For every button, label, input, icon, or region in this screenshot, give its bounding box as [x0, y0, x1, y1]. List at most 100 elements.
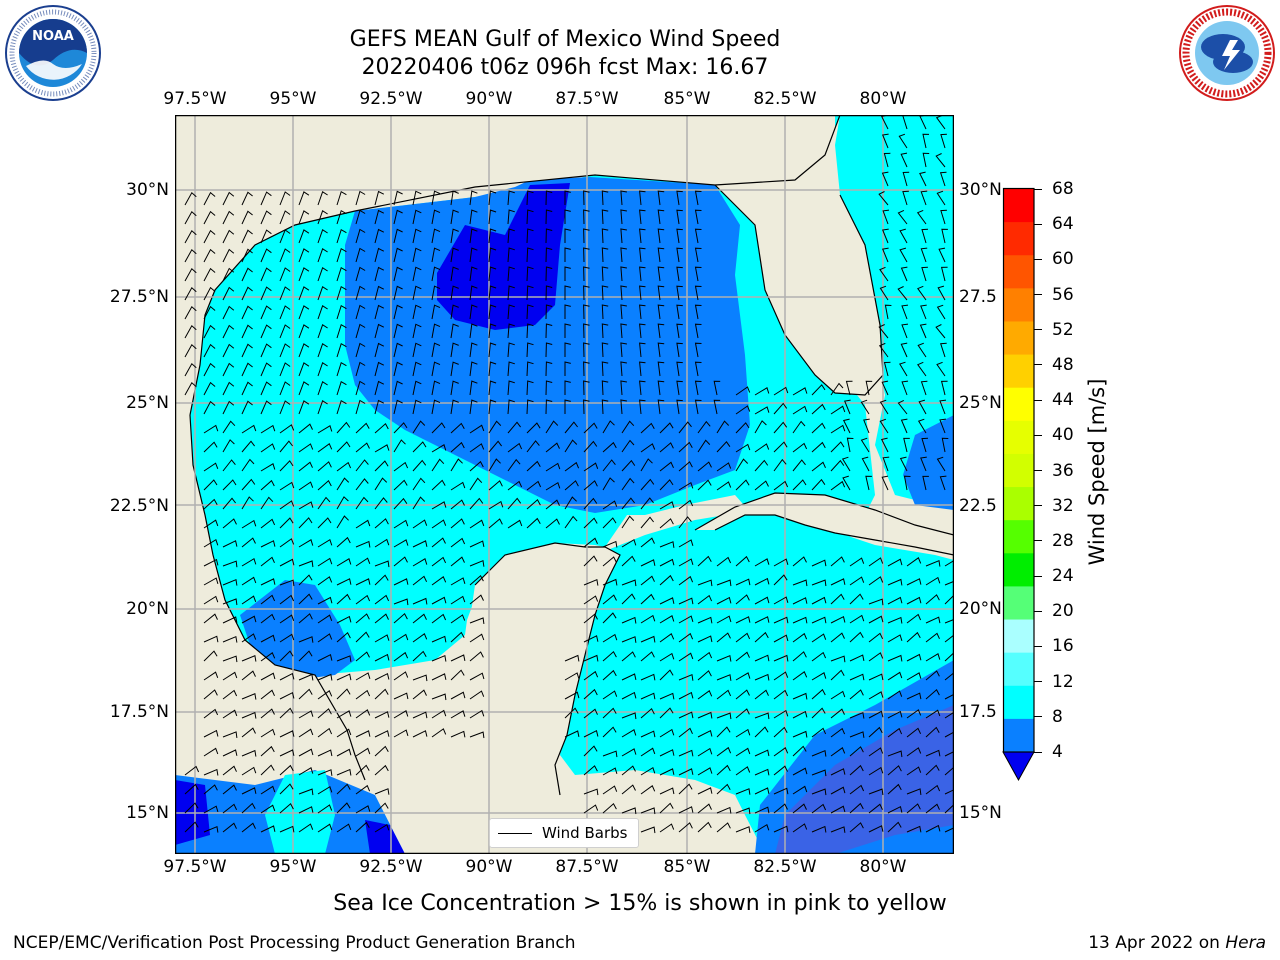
- wind-barb-legend-line: [498, 832, 532, 834]
- wind-barb: [640, 458, 653, 472]
- wind-barb: [583, 304, 590, 320]
- wind-barb: [620, 247, 627, 263]
- colorbar-tick-label: 36: [1052, 460, 1074, 481]
- wind-barb: [298, 673, 314, 681]
- footer-machine: Hera: [1225, 933, 1266, 953]
- wind-barb: [944, 827, 954, 833]
- wind-barb: [925, 594, 940, 605]
- wind-barb: [620, 323, 627, 339]
- wind-barb: [279, 343, 291, 358]
- colorbar-tick-mark: [1034, 505, 1042, 507]
- wind-barb: [678, 632, 694, 643]
- wind-barb: [260, 708, 275, 719]
- wind-barb: [659, 541, 675, 548]
- wind-barb: [184, 765, 200, 776]
- legend-label: Wind Barbs: [542, 824, 628, 842]
- wind-barb: [374, 802, 389, 814]
- wind-barb: [222, 191, 235, 206]
- wind-barb: [583, 228, 590, 244]
- wind-barb: [564, 361, 571, 376]
- wind-barb: [792, 692, 808, 700]
- wind-barb: [849, 557, 865, 567]
- wind-barb: [203, 498, 218, 510]
- wind-barb: [279, 400, 291, 415]
- colorbar-tick-mark: [1034, 540, 1042, 542]
- wind-barb: [317, 267, 328, 282]
- wind-barb: [919, 171, 927, 187]
- wind-barb: [863, 418, 870, 434]
- lat-label-left: 30°N: [126, 180, 169, 200]
- wind-barb: [860, 399, 870, 415]
- wind-barb: [260, 689, 275, 700]
- wind-barb: [939, 171, 947, 187]
- wind-barb: [317, 381, 328, 396]
- wind-barb: [830, 441, 845, 453]
- wind-barb: [659, 692, 675, 700]
- wind-barb: [450, 323, 459, 339]
- wind-barb: [355, 631, 370, 643]
- wind-barb: [203, 286, 216, 301]
- lat-label-left: 27.5°N: [109, 287, 169, 307]
- wind-barb: [754, 631, 769, 643]
- wind-barb: [602, 578, 618, 586]
- wind-barb: [842, 475, 851, 491]
- wind-barb: [279, 633, 295, 643]
- wind-barb: [450, 342, 459, 358]
- wind-barb: [298, 710, 314, 719]
- colorbar-tick-label: 20: [1052, 601, 1074, 622]
- wind-barb: [830, 708, 845, 719]
- colorbar-tick-mark: [1034, 645, 1042, 647]
- wind-barb: [222, 635, 238, 643]
- wind-barb: [279, 783, 294, 795]
- wind-barb: [657, 228, 665, 244]
- wind-barb: [583, 729, 599, 738]
- wind-barb: [735, 458, 749, 472]
- wind-barb: [260, 463, 276, 472]
- wind-barb: [887, 765, 902, 776]
- wind-barb: [393, 285, 403, 301]
- wind-barb: [849, 802, 864, 814]
- wind-barb: [336, 461, 352, 472]
- wind-barb: [640, 559, 656, 567]
- wind-barb: [716, 822, 731, 833]
- wind-barb: [222, 803, 238, 814]
- wind-barb: [279, 517, 294, 529]
- wind-barb: [336, 615, 352, 624]
- wind-barb: [431, 342, 441, 358]
- wind-barb: [241, 267, 253, 282]
- wind-barb: [621, 555, 636, 567]
- wind-barb: [393, 266, 403, 282]
- wind-barb: [355, 209, 366, 225]
- wind-barb: [241, 424, 257, 434]
- wind-barb: [393, 692, 409, 700]
- wind-barb: [659, 707, 674, 719]
- wind-barb: [621, 748, 637, 757]
- wind-barb: [640, 575, 655, 586]
- wind-barb: [203, 595, 219, 605]
- wind-barb: [887, 596, 903, 605]
- wind-barb: [545, 481, 561, 491]
- wind-barb: [469, 380, 478, 396]
- wind-barb: [754, 443, 770, 453]
- wind-barb: [735, 708, 750, 719]
- colorbar-tick-label: 28: [1052, 530, 1074, 551]
- wind-barb: [659, 768, 675, 776]
- wind-barb: [279, 730, 295, 738]
- wind-barb: [393, 479, 408, 491]
- wind-barb: [393, 323, 403, 339]
- wind-barb: [279, 579, 295, 587]
- wind-barb: [355, 821, 370, 833]
- wind-barb: [678, 615, 694, 624]
- wind-barb: [279, 229, 291, 244]
- wind-barb: [469, 575, 484, 586]
- wind-barb: [545, 342, 553, 358]
- colorbar-segment: [1004, 288, 1034, 322]
- wind-barb: [545, 209, 553, 225]
- wind-barb: [773, 616, 789, 624]
- wind-barb: [583, 266, 590, 282]
- wind-barb: [317, 286, 328, 301]
- wind-barb: [694, 361, 702, 377]
- wind-barb: [564, 439, 578, 453]
- wind-barb: [279, 825, 295, 833]
- wind-barb: [203, 210, 216, 225]
